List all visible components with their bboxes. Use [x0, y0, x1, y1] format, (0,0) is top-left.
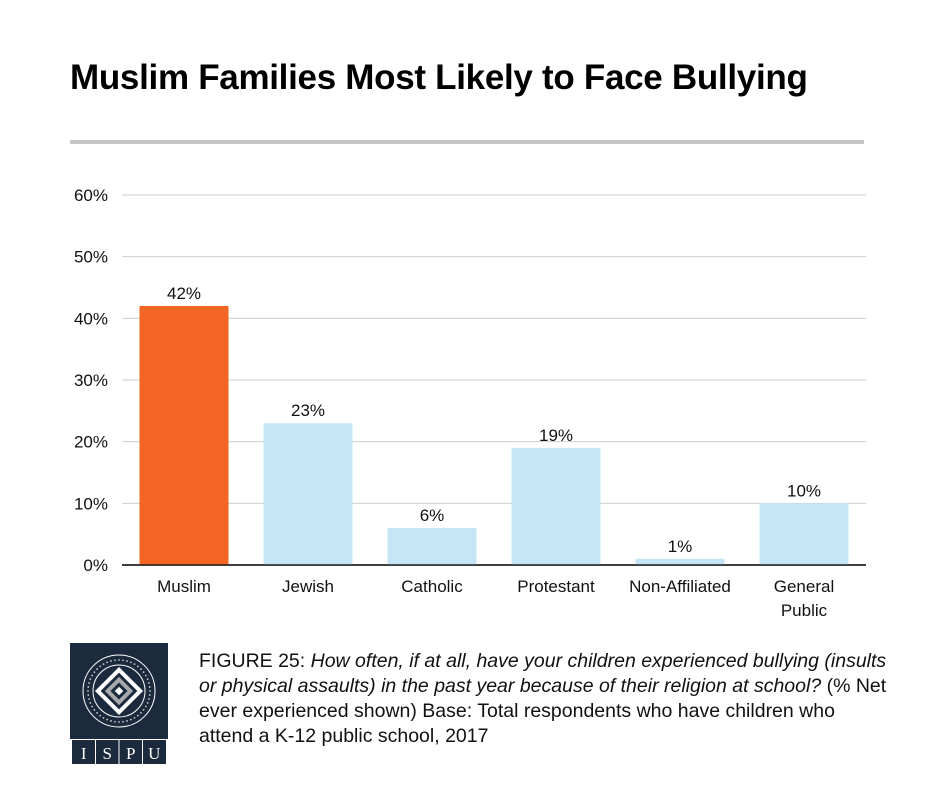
logo-ring-text-dot: [140, 712, 142, 714]
logo-ring-text-dot: [87, 690, 89, 692]
bar: [387, 528, 477, 565]
title-divider: [70, 140, 864, 144]
data-label: 19%: [539, 426, 573, 445]
data-label: 10%: [787, 481, 821, 500]
logo-ring-text-dot: [110, 660, 112, 662]
y-tick-label: 10%: [74, 494, 108, 513]
logo-ring-text-dot: [149, 690, 151, 692]
data-label: 42%: [167, 284, 201, 303]
logo-ring-text-dot: [146, 678, 149, 681]
logo-ring-text-dot: [114, 659, 116, 662]
bar: [263, 423, 353, 565]
logo-ring-text-dot: [96, 712, 98, 714]
data-label: 23%: [291, 401, 325, 420]
logo-ring-text-dot: [133, 716, 136, 719]
logo-ring-text-dot: [91, 674, 94, 677]
logo-ring-text-dot: [142, 671, 145, 674]
logo-ring-text-dot: [87, 686, 90, 688]
logo-letter: P: [126, 744, 135, 763]
chart-title: Muslim Families Most Likely to Face Bull…: [70, 58, 808, 97]
logo-ring-text-dot: [88, 698, 90, 700]
figure-separator: :: [299, 650, 311, 672]
logo-letter: U: [148, 744, 160, 763]
logo-ring-text-dot: [144, 705, 147, 708]
figure-note: (% Net ever experienced shown) Base: Tot…: [199, 675, 887, 747]
logo-ring-text-dot: [88, 682, 90, 684]
logo-ring-text-dot: [140, 668, 142, 670]
logo-ring-text-dot: [136, 665, 139, 668]
logo-ring-text-dot: [136, 714, 139, 717]
category-label: Public: [781, 601, 828, 620]
logo-ring-text-dot: [89, 701, 92, 704]
logo-ring-text-dot: [148, 694, 151, 696]
y-tick-label: 0%: [83, 556, 108, 575]
category-label: Muslim: [157, 577, 211, 596]
logo-ring-text-dot: [110, 720, 112, 722]
logo-ring-text-dot: [142, 708, 145, 711]
logo-ring-text-dot: [99, 665, 102, 668]
bar: [139, 306, 229, 565]
logo-ring-text-dot: [148, 698, 150, 700]
logo-ring-text-dot: [106, 718, 109, 721]
y-tick-label: 40%: [74, 309, 108, 328]
bar-chart: 0% 10% 20% 30% 40% 50% 60% 42% Muslim 23% Jewish 6%…: [74, 186, 866, 620]
logo-ring-text-dot: [89, 678, 92, 681]
logo-ring-text-dot: [93, 671, 96, 674]
data-label: 1%: [668, 537, 693, 556]
y-tick-label: 50%: [74, 248, 108, 267]
category-label: Jewish: [282, 577, 334, 596]
survey-question: How often, if at all, have your children…: [199, 650, 887, 697]
logo-ring-text-dot: [99, 714, 102, 717]
logo-ring-text-dot: [146, 701, 149, 704]
logo-ring-text-dot: [133, 663, 136, 666]
logo-ring-text-dot: [91, 705, 94, 708]
category-label: Catholic: [401, 577, 463, 596]
logo-letter: S: [103, 744, 112, 763]
category-label: Non-Affiliated: [629, 577, 731, 596]
logo-ring-text-dot: [96, 668, 98, 670]
logo-ring-text-dot: [126, 720, 128, 722]
bar: [759, 503, 849, 565]
logo-ring-text-dot: [148, 682, 150, 684]
logo-ring-text-dot: [106, 661, 109, 664]
logo-letter: I: [81, 744, 87, 763]
logo-ring-text-dot: [122, 659, 124, 662]
logo-ring-text-dot: [148, 686, 151, 688]
logo-ring-text-dot: [102, 716, 105, 719]
logo-ring-text-dot: [93, 708, 96, 711]
figure-caption: FIGURE 25: How often, if at all, have yo…: [199, 649, 889, 749]
logo-ring-text-dot: [118, 659, 120, 661]
y-tick-label: 20%: [74, 433, 108, 452]
data-label: 6%: [420, 506, 445, 525]
logo-ring-text-dot: [144, 674, 147, 677]
logo-ring-text-dot: [87, 694, 90, 696]
logo-ring-text-dot: [129, 718, 132, 721]
y-tick-label: 30%: [74, 371, 108, 390]
logo-ring-text-dot: [114, 720, 116, 723]
bar: [511, 447, 601, 565]
logo-ring-text-dot: [126, 660, 128, 662]
y-tick-label: 60%: [74, 186, 108, 205]
category-label: General: [774, 577, 834, 596]
logo-ring-text-dot: [118, 721, 120, 723]
logo-ring-text-dot: [122, 720, 124, 723]
logo-ring-text-dot: [129, 661, 132, 664]
figure-number: FIGURE 25: [199, 650, 300, 672]
logo-ring-text-dot: [102, 663, 105, 666]
category-label: Protestant: [517, 577, 595, 596]
bar: [635, 558, 725, 565]
